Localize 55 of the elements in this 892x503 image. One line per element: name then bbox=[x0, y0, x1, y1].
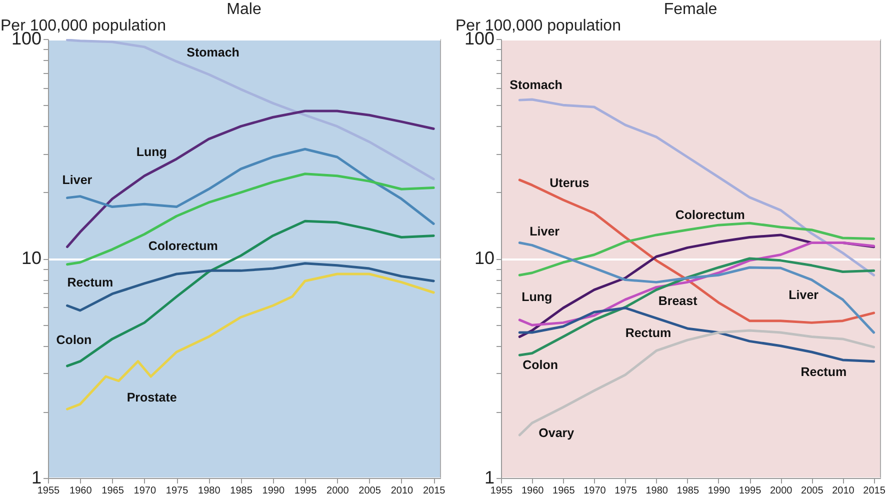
chart-title: Male bbox=[226, 1, 262, 18]
y-tick-label: 1 bbox=[31, 468, 42, 488]
series-label: Liver bbox=[788, 288, 819, 302]
x-tick-label: 1990 bbox=[262, 486, 285, 496]
text: Liver bbox=[530, 224, 560, 239]
line-series bbox=[518, 98, 876, 276]
x-tick-label: 2000 bbox=[770, 486, 793, 496]
x-tick-label: 1955 bbox=[37, 486, 60, 496]
x-tick-label: 1980 bbox=[646, 486, 668, 496]
x-tick-label: 2015 bbox=[863, 486, 886, 496]
y-tick-label: 10 bbox=[474, 248, 494, 268]
x-tick-label: 2000 bbox=[326, 486, 350, 496]
series-label: Breast bbox=[658, 294, 698, 308]
series-label: Colon bbox=[522, 358, 558, 372]
x-tick-label: 1960 bbox=[521, 486, 544, 496]
x-tick-label: 1975 bbox=[614, 486, 638, 496]
x-tick-label: 1985 bbox=[230, 486, 253, 496]
x-tick-label: 1970 bbox=[584, 486, 606, 496]
x-tick-label: 1995 bbox=[738, 486, 762, 496]
series-label: Colon bbox=[56, 332, 92, 347]
x-tick-label: 2010 bbox=[390, 486, 414, 496]
series-label: Lung bbox=[522, 290, 552, 304]
x-tick-label: 1965 bbox=[552, 486, 576, 496]
x-tick-label: 2010 bbox=[832, 486, 855, 496]
series-label: Colorectum bbox=[148, 239, 218, 254]
series-label: Ovary bbox=[538, 426, 574, 440]
x-tick-label: 1970 bbox=[134, 486, 156, 496]
line-series bbox=[518, 222, 876, 276]
series-label: Stomach bbox=[510, 78, 562, 92]
x-tick-label: 1955 bbox=[490, 486, 514, 496]
x-tick-label: 1975 bbox=[166, 486, 189, 496]
x-tick-label: 2005 bbox=[801, 486, 824, 496]
series-label: Uterus bbox=[550, 176, 590, 190]
line-series bbox=[66, 262, 435, 312]
x-tick-label: 1980 bbox=[198, 486, 221, 496]
y-tick-label: 10 bbox=[21, 248, 42, 268]
x-tick-label: 2015 bbox=[422, 486, 446, 496]
series-label: Liver bbox=[62, 172, 92, 187]
series-label: Lung bbox=[136, 144, 167, 159]
series-label: Rectum bbox=[67, 276, 114, 290]
text: Rectum bbox=[800, 364, 847, 379]
series-label: Prostate bbox=[126, 390, 177, 405]
line-series bbox=[518, 257, 876, 356]
x-tick-label: 1995 bbox=[294, 486, 318, 496]
x-tick-label: 1960 bbox=[70, 486, 92, 496]
x-tick-label: 1990 bbox=[708, 486, 731, 496]
line-series bbox=[518, 178, 876, 324]
series-label: Colorectum bbox=[675, 208, 745, 222]
series-label: Stomach bbox=[186, 45, 240, 60]
x-tick-label: 1985 bbox=[676, 486, 700, 496]
y-tick-label: 1 bbox=[484, 468, 494, 488]
chart-title: Female bbox=[664, 1, 718, 18]
x-tick-label: 1965 bbox=[102, 486, 124, 496]
x-tick-label: 2005 bbox=[358, 486, 382, 496]
series-label: Rectum bbox=[625, 326, 672, 340]
